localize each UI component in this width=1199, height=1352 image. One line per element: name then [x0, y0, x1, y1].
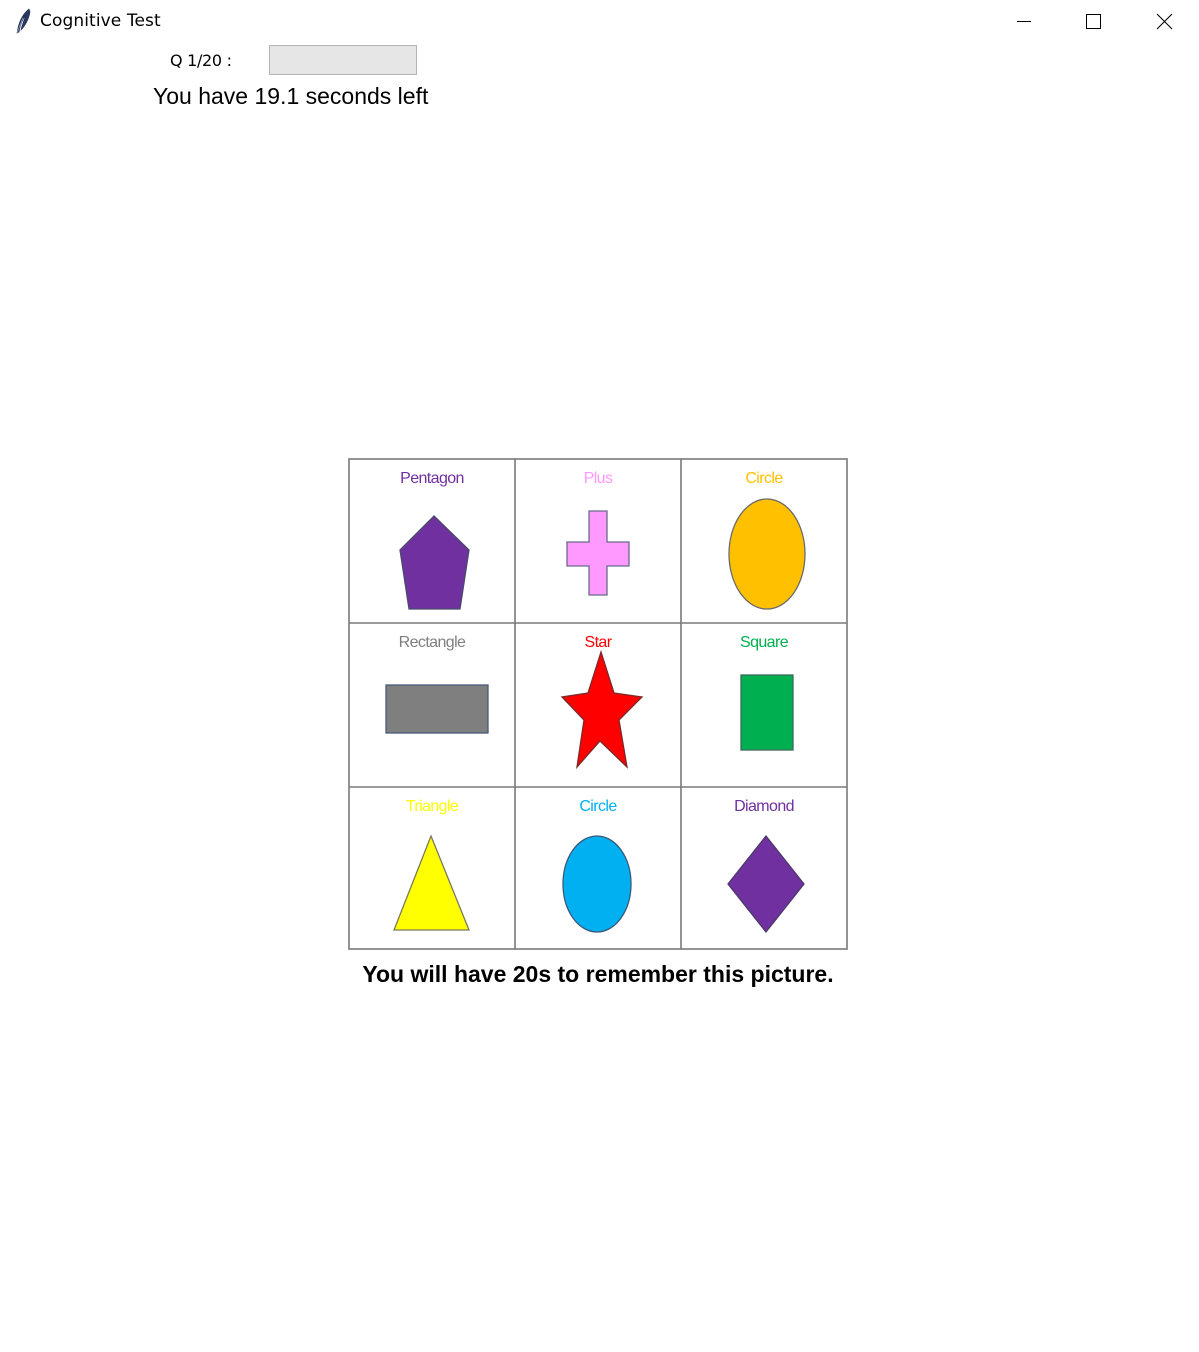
close-button[interactable]	[1129, 0, 1198, 44]
cell-label-rectangle: Rectangle	[399, 634, 466, 651]
cell-label-plus: Plus	[584, 470, 613, 487]
answer-input[interactable]	[269, 45, 417, 75]
question-label: Q 1/20 :	[170, 51, 232, 70]
maximize-icon	[1086, 14, 1101, 29]
rectangle-shape	[385, 684, 489, 734]
cell-label-circle: Circle	[745, 470, 783, 487]
feather-icon	[14, 8, 34, 34]
cell-label-pentagon: Pentagon	[400, 470, 464, 487]
minimize-button[interactable]	[990, 0, 1059, 44]
title-bar[interactable]: Cognitive Test	[0, 0, 1199, 44]
cell-label-circle-2: Circle	[579, 798, 617, 815]
maximize-button[interactable]	[1059, 0, 1128, 44]
shapes-picture: Pentagon Plus Circle Rectangle Star Squa…	[348, 458, 848, 950]
close-icon	[1156, 13, 1173, 30]
circle-shape	[728, 498, 806, 610]
star-shape	[560, 649, 644, 770]
instruction-caption: You will have 20s to remember this pictu…	[362, 961, 834, 987]
cell-label-diamond: Diamond	[734, 798, 794, 815]
minimize-icon	[1017, 21, 1031, 22]
timer-text: You have 19.1 seconds left	[153, 83, 429, 109]
cell-label-square: Square	[740, 634, 789, 651]
plus-shape	[566, 510, 630, 596]
pentagon-shape	[399, 515, 470, 610]
circle-shape-2	[562, 835, 632, 933]
diamond-shape	[727, 834, 805, 934]
cell-label-triangle: Triangle	[406, 798, 459, 815]
square-shape	[740, 674, 794, 751]
window-title: Cognitive Test	[40, 11, 161, 31]
triangle-shape	[393, 834, 470, 931]
cell-label-star: Star	[585, 634, 613, 651]
